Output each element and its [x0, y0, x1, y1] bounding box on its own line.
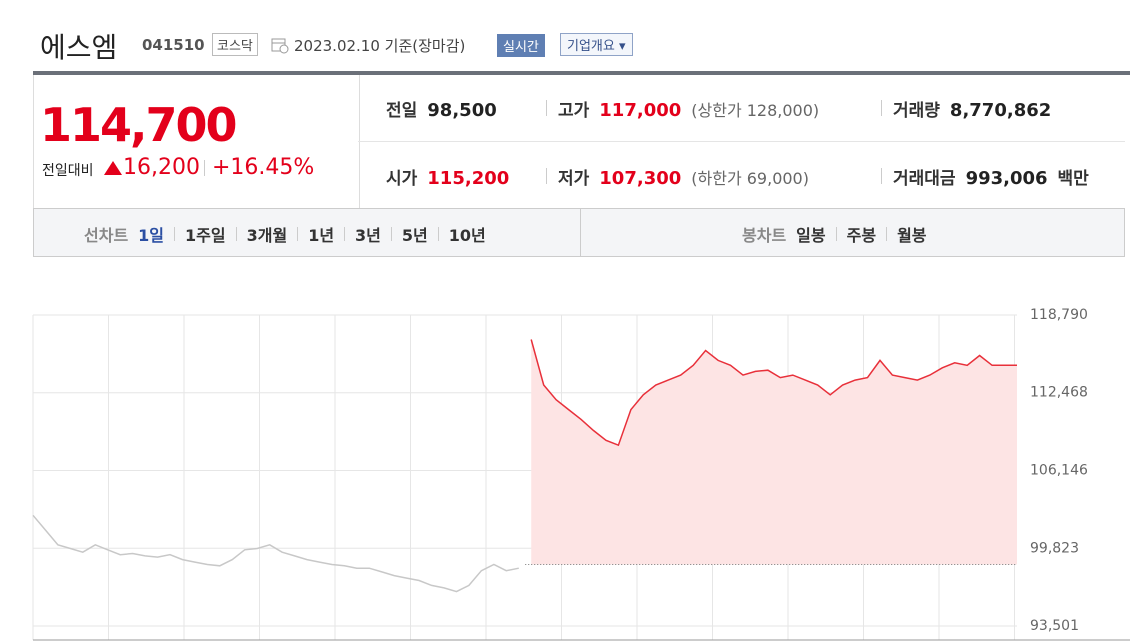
- stat-value: 115,200: [427, 168, 510, 189]
- tab-item[interactable]: 10년: [448, 226, 486, 245]
- line: [530, 339, 1017, 447]
- tab-item[interactable]: 월봉: [897, 226, 927, 245]
- market-badge: 코스닥: [212, 33, 258, 56]
- y-tick-label: 112,468: [1030, 385, 1088, 401]
- stat-label: 고가: [558, 101, 590, 121]
- stat-note: (하한가 69,000): [691, 169, 809, 188]
- stat-label: 거래량: [893, 101, 940, 121]
- stock-name: 에스엠: [40, 31, 118, 64]
- stat: 거래대금 993,006 백만: [893, 164, 1089, 189]
- header-rule: [33, 71, 1130, 75]
- up-arrow: [104, 161, 122, 175]
- tab-label: 봉차트: [742, 226, 787, 245]
- tab-item[interactable]: 1주일: [185, 226, 226, 245]
- tab-group: 봉차트 일봉 주봉 월봉: [742, 222, 927, 246]
- overview-text: 기업개요: [567, 39, 615, 54]
- stat-label: 저가: [558, 169, 590, 189]
- tab-item[interactable]: 1일: [138, 226, 165, 245]
- stat: 시가 115,200: [386, 164, 509, 189]
- y-tick-label: 93,501: [1030, 618, 1079, 634]
- stat-note: (상한가 128,000): [691, 101, 820, 120]
- stat: 고가 117,000 (상한가 128,000): [558, 96, 819, 121]
- stat: 거래량 8,770,862: [893, 96, 1051, 121]
- change-amount: 16,200: [123, 155, 200, 180]
- stat-value: 8,770,862: [949, 100, 1052, 121]
- stat-label: 시가: [386, 169, 418, 189]
- row-divider: [358, 141, 1125, 142]
- tab-item[interactable]: 일봉: [796, 226, 826, 245]
- y-tick-label: 106,146: [1030, 462, 1088, 478]
- tab-item[interactable]: 1년: [308, 226, 335, 245]
- change-rate: +16.45%: [212, 155, 315, 180]
- stat: 전일 98,500: [386, 96, 497, 121]
- overview-button[interactable]: 기업개요 ▾: [560, 33, 633, 56]
- tab-item[interactable]: 3년: [355, 226, 381, 245]
- realtime-button[interactable]: 실시간: [497, 34, 545, 57]
- tab-bar: [33, 208, 1125, 257]
- current-price: 114,700: [40, 98, 238, 152]
- stat: 저가 107,300 (하한가 69,000): [558, 164, 809, 189]
- calendar-icon: [271, 38, 289, 54]
- stat-value: 993,006: [965, 168, 1048, 189]
- line: [32, 514, 519, 593]
- stock-code: 041510: [142, 36, 205, 54]
- tab-item[interactable]: 3개월: [246, 226, 288, 245]
- stat-label: 거래대금: [893, 169, 956, 189]
- stat-label: 전일: [386, 101, 418, 121]
- tab-group: 선차트 1일 1주일 3개월 1년 3년 5년 10년: [84, 222, 486, 246]
- date: 2023.02.10 기준(장마감): [294, 37, 466, 55]
- area: [531, 339, 1017, 565]
- tab-item[interactable]: 5년: [401, 226, 428, 245]
- stat-value: 107,300: [599, 168, 682, 189]
- stat-value: 117,000: [599, 100, 682, 121]
- stat-value: 98,500: [427, 100, 497, 121]
- y-tick-label: 99,823: [1030, 540, 1079, 556]
- y-tick-label: 118,790: [1030, 307, 1088, 323]
- tab-label: 선차트: [84, 226, 129, 245]
- stat-unit: 백만: [1057, 169, 1089, 189]
- tab-item[interactable]: 주봉: [846, 226, 877, 245]
- chart: 118,790 112,468 106,146 99,823 93,501: [32, 307, 1130, 641]
- change-label: 전일대비: [42, 163, 94, 179]
